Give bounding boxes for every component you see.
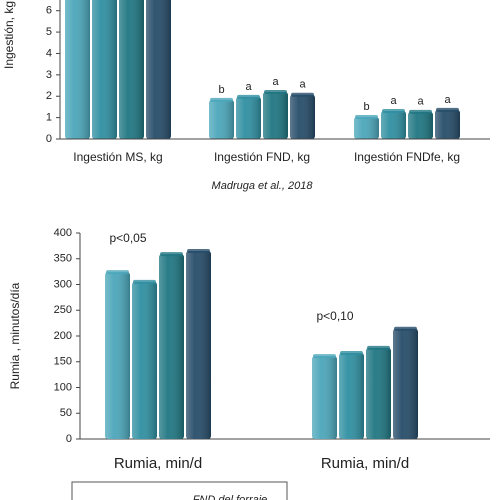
bar-shade — [146, 0, 171, 139]
x-tick-label: Ingestión MS, kg — [73, 150, 162, 164]
bar-cap — [160, 252, 183, 257]
bar-shade — [132, 281, 157, 439]
bar-shade — [366, 347, 391, 439]
x-tick-label: Ingestión FND, kg — [214, 150, 310, 164]
bar-shade — [354, 116, 379, 139]
bar-cap — [210, 97, 233, 102]
bar-shade — [119, 0, 144, 139]
bar-cap — [409, 109, 432, 114]
bar-shade — [159, 254, 184, 439]
bar-cap — [382, 108, 405, 113]
bar-cap — [133, 279, 156, 284]
y-tick-label: 0 — [66, 433, 72, 445]
y-tick-label: 150 — [54, 356, 72, 368]
bar-cap — [340, 350, 363, 355]
bar-shade — [236, 96, 261, 139]
bar-shade — [105, 272, 130, 439]
y-tick-label: 400 — [54, 227, 72, 239]
y-tick-label: 300 — [54, 278, 72, 290]
bar-shade — [65, 0, 90, 139]
y-tick-label: 50 — [60, 407, 72, 419]
bar-letter: a — [272, 76, 279, 88]
bar-cap — [106, 270, 129, 275]
bar-cap — [367, 345, 390, 350]
annotation: p<0,10 — [316, 309, 353, 323]
y-axis-label: Ingestión, kg — [2, 1, 16, 69]
labels-top: 0 1 2 3 4 5 6 Ingestión, kg Ingestión MS, kg Inge… — [2, 0, 490, 192]
y-tick-label: 0 — [46, 133, 52, 145]
bar-letter: a — [390, 95, 397, 107]
bar-shade — [92, 0, 117, 139]
bar-letter: b — [218, 84, 224, 96]
bar-cap — [237, 94, 260, 99]
y-tick-label: 2 — [46, 90, 52, 102]
bar-letter: b — [363, 101, 369, 113]
bar-cap — [355, 114, 378, 119]
x-tick-label: Rumia, min/d — [321, 455, 409, 472]
legend-text: FND del forraje — [193, 494, 268, 500]
bar-shade — [393, 328, 418, 439]
bar-shade — [435, 109, 460, 139]
bar-shade — [339, 352, 364, 439]
bar-shade — [290, 94, 315, 139]
bar-shade — [312, 356, 337, 439]
y-tick-label: 6 — [46, 5, 52, 17]
bar-shade — [381, 110, 406, 139]
y-tick-label: 100 — [54, 381, 72, 393]
bar-shade — [209, 99, 234, 139]
y-tick-label: 3 — [46, 69, 52, 81]
plot-top — [65, 0, 460, 139]
bar-cap — [394, 326, 417, 331]
bar-letter: a — [245, 81, 252, 93]
bar-letter: a — [417, 96, 424, 108]
plot-bottom: 0 50 100 150 200 250 300 350 400 Rumia , minutos/… — [8, 227, 490, 472]
x-tick-label: Ingestión FNDfe, kg — [354, 150, 460, 164]
bar-cap — [436, 107, 459, 112]
bar-cap — [264, 89, 287, 94]
bar-cap — [291, 92, 314, 97]
legend-box — [71, 481, 288, 500]
y-tick-label: 200 — [54, 330, 72, 342]
bar-shade — [186, 251, 211, 439]
y-tick-label: 250 — [54, 304, 72, 316]
bar-cap — [313, 354, 336, 359]
bar-letter: a — [444, 94, 451, 106]
y-tick-label: 4 — [46, 47, 52, 59]
y-tick-label: 5 — [46, 26, 52, 38]
bar-shade — [263, 91, 288, 139]
y-tick-label: 1 — [46, 112, 52, 124]
bar-shade — [408, 111, 433, 139]
note: Madruga et al., 2018 — [212, 180, 314, 192]
annotation: p<0,05 — [109, 231, 146, 245]
y-axis-label: Rumia , minutos/día — [8, 282, 22, 389]
x-tick-label: Rumia, min/d — [114, 455, 202, 472]
bar-letter: a — [299, 79, 306, 91]
bar-cap — [187, 249, 210, 254]
y-tick-label: 350 — [54, 253, 72, 265]
